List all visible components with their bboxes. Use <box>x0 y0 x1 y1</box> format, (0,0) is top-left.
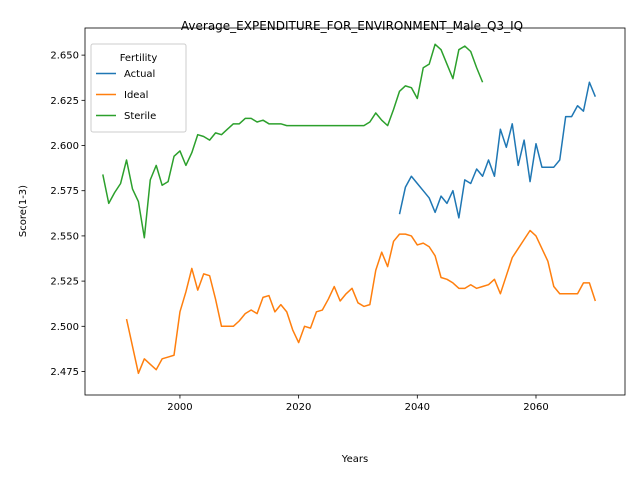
y-tick-label: 2.625 <box>50 96 79 107</box>
legend-label-actual: Actual <box>124 69 155 80</box>
x-axis: 2000 2020 2040 2060 <box>167 395 549 413</box>
series-layer <box>102 43 597 375</box>
legend-label-sterile: Sterile <box>124 111 156 122</box>
y-tick-label: 2.600 <box>50 141 79 152</box>
x-tick-label: 2000 <box>167 402 192 413</box>
plot-frame <box>84 27 626 396</box>
y-axis-label: Score(1-3) <box>18 185 29 237</box>
y-tick-label: 2.525 <box>50 277 79 288</box>
plot-area <box>84 27 626 396</box>
legend-title: Fertility <box>120 53 158 64</box>
series-line-actual <box>398 81 597 219</box>
y-axis: 2.475 2.500 2.525 2.550 2.575 2.600 2.625 2.650 <box>50 51 85 378</box>
series-line-ideal <box>125 229 597 375</box>
legend: Fertility Actual Ideal Sterile <box>90 43 187 133</box>
legend-box <box>90 43 187 133</box>
y-tick-label: 2.475 <box>50 367 79 378</box>
chart-title: Average_EXPENDITURE_FOR_ENVIRONMENT_Male… <box>181 19 523 33</box>
x-tick-label: 2040 <box>405 402 430 413</box>
y-tick-label: 2.500 <box>50 322 79 333</box>
legend-label-ideal: Ideal <box>124 90 148 101</box>
series-line-sterile <box>102 43 484 239</box>
y-tick-label: 2.550 <box>50 231 79 242</box>
y-tick-label: 2.650 <box>50 51 79 62</box>
x-tick-label: 2020 <box>286 402 311 413</box>
y-tick-label: 2.575 <box>50 186 79 197</box>
x-tick-label: 2060 <box>523 402 548 413</box>
x-axis-label: Years <box>341 454 368 465</box>
